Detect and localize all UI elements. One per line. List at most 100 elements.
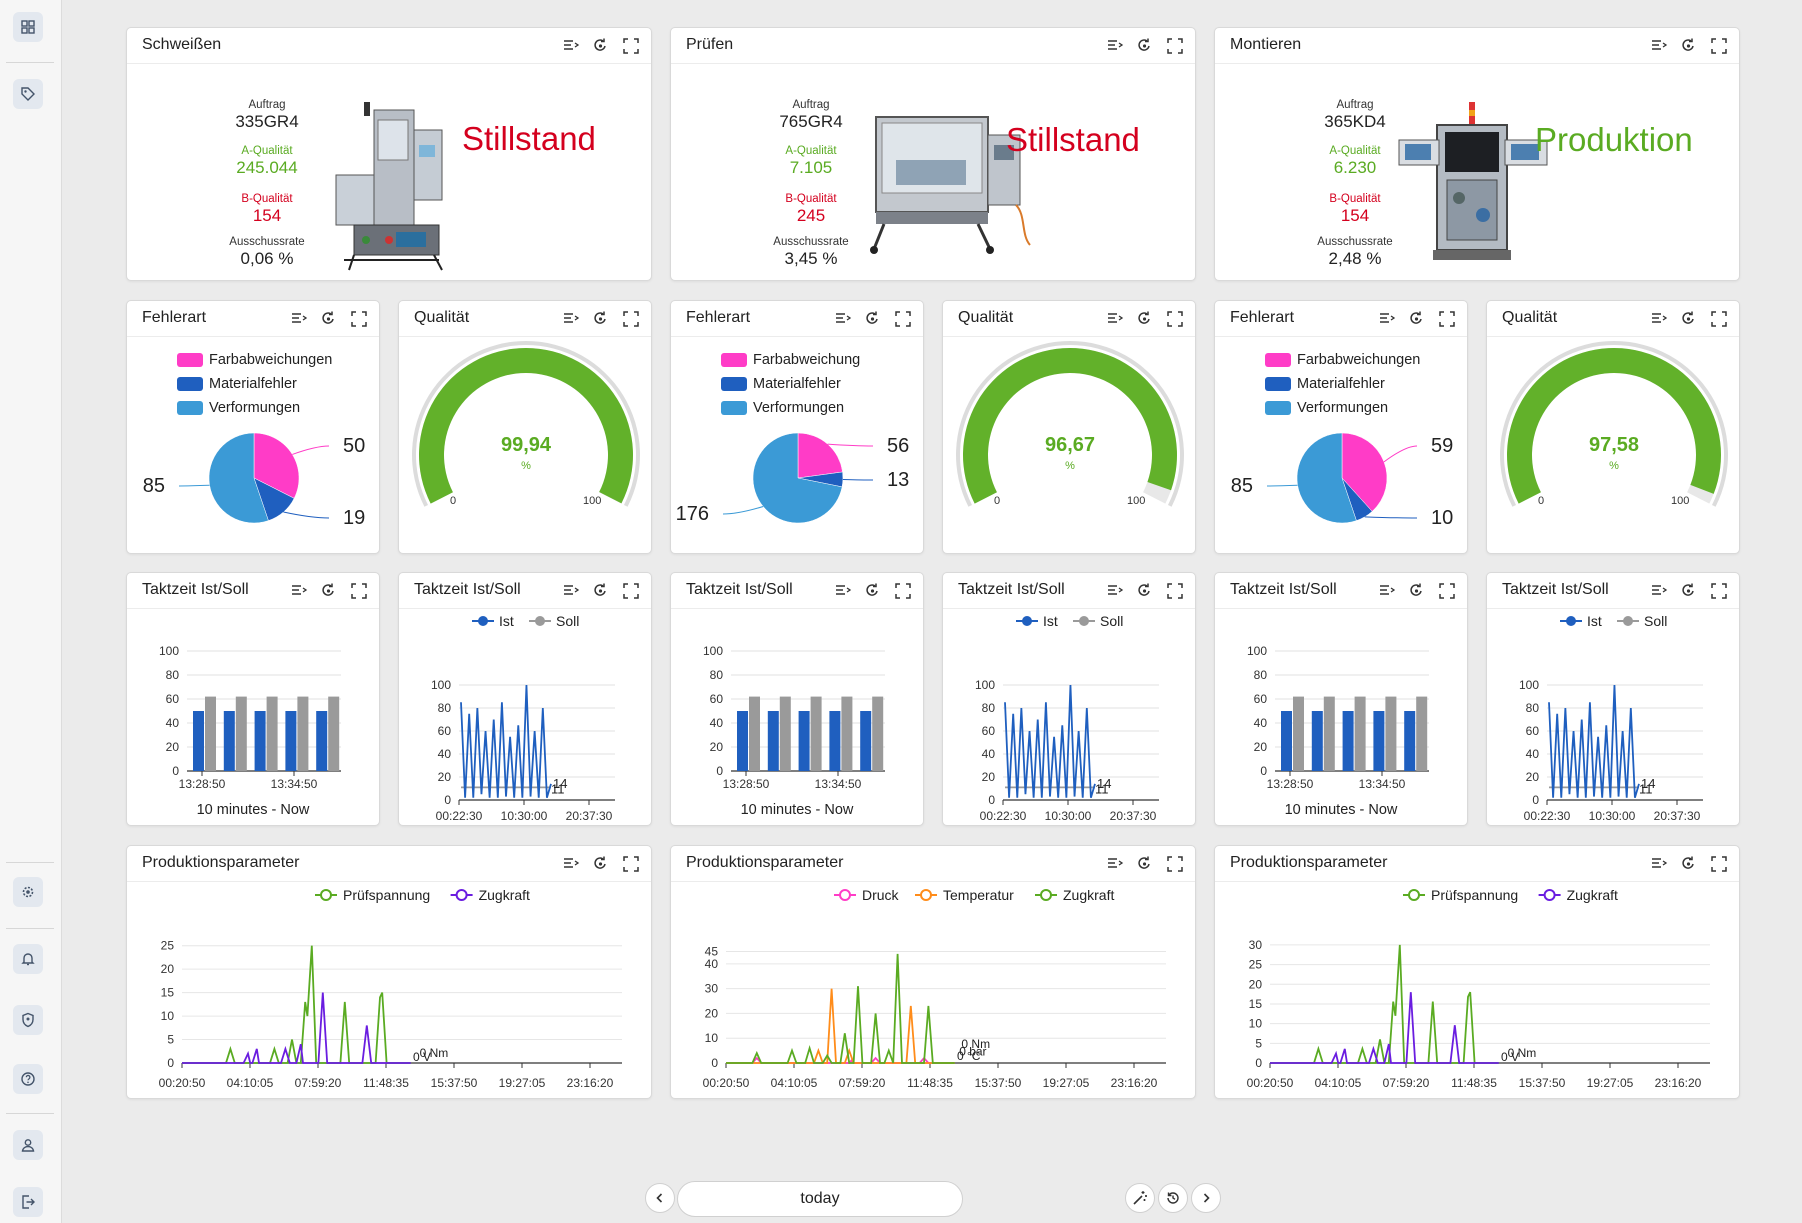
ist-bar[interactable]: [223, 711, 235, 771]
soll-bar[interactable]: [779, 696, 791, 771]
fullscreen-button[interactable]: [350, 310, 368, 328]
pie-slice[interactable]: [253, 432, 300, 499]
legend-marker[interactable]: [1079, 616, 1089, 626]
pie-slice[interactable]: [208, 432, 269, 524]
legend-marker[interactable]: [320, 889, 332, 901]
dashboard-grid-button[interactable]: [13, 12, 43, 42]
fullscreen-button[interactable]: [1166, 582, 1184, 600]
refresh-settings-button[interactable]: [864, 310, 882, 328]
legend-toggle-button[interactable]: [1650, 582, 1668, 600]
soll-bar[interactable]: [235, 696, 247, 771]
soll-bar[interactable]: [841, 696, 853, 771]
legend-marker[interactable]: [920, 889, 932, 901]
soll-bar[interactable]: [1416, 696, 1428, 771]
refresh-settings-button[interactable]: [592, 855, 610, 873]
soll-bar[interactable]: [205, 696, 216, 771]
refresh-settings-button[interactable]: [864, 582, 882, 600]
legend-marker[interactable]: [1543, 889, 1556, 901]
soll-bar[interactable]: [1354, 696, 1366, 771]
tag-button[interactable]: [13, 79, 43, 109]
soll-bar[interactable]: [266, 696, 278, 771]
ist-bar[interactable]: [254, 711, 266, 771]
legend-item[interactable]: Materialfehler: [177, 372, 332, 396]
previous-period-button[interactable]: [645, 1183, 675, 1213]
ist-bar[interactable]: [829, 711, 841, 771]
legend-item[interactable]: Farbabweichungen: [1265, 348, 1420, 372]
fullscreen-button[interactable]: [1438, 582, 1456, 600]
legend-marker[interactable]: [1022, 616, 1032, 626]
refresh-settings-button[interactable]: [1680, 855, 1698, 873]
logout-button[interactable]: [13, 1187, 43, 1217]
ist-series[interactable]: [1548, 684, 1640, 798]
user-profile-button[interactable]: [13, 1130, 43, 1160]
pie-slice[interactable]: [797, 432, 843, 479]
legend-marker[interactable]: [839, 889, 851, 901]
ist-bar[interactable]: [798, 711, 810, 771]
pie-slice[interactable]: [1296, 432, 1357, 524]
soll-bar[interactable]: [297, 696, 309, 771]
refresh-settings-button[interactable]: [320, 310, 338, 328]
date-range-selector[interactable]: today: [677, 1181, 963, 1217]
fullscreen-button[interactable]: [1710, 310, 1728, 328]
fullscreen-button[interactable]: [1166, 310, 1184, 328]
ist-bar[interactable]: [860, 711, 872, 771]
ist-bar[interactable]: [1311, 711, 1323, 771]
legend-toggle-button[interactable]: [834, 310, 852, 328]
fullscreen-button[interactable]: [350, 582, 368, 600]
ist-series[interactable]: [460, 684, 552, 798]
ist-bar[interactable]: [1342, 711, 1354, 771]
pie-slice[interactable]: [752, 432, 843, 524]
zugkraft-series[interactable]: [182, 992, 411, 1064]
legend-marker[interactable]: [1623, 616, 1633, 626]
zugkraft-series[interactable]: [1270, 992, 1499, 1064]
legend-item[interactable]: Materialfehler: [721, 372, 860, 396]
ist-bar[interactable]: [1404, 711, 1416, 771]
refresh-settings-button[interactable]: [1136, 37, 1154, 55]
legend-marker[interactable]: [1566, 616, 1576, 626]
legend-toggle-button[interactable]: [1650, 37, 1668, 55]
fullscreen-button[interactable]: [894, 582, 912, 600]
magic-auto-range-button[interactable]: [1125, 1183, 1155, 1213]
soll-bar[interactable]: [328, 696, 340, 771]
legend-item[interactable]: Verformungen: [721, 396, 860, 420]
refresh-settings-button[interactable]: [592, 37, 610, 55]
zugkraft-series[interactable]: [726, 953, 955, 1064]
refresh-settings-button[interactable]: [1680, 310, 1698, 328]
legend-toggle-button[interactable]: [562, 582, 580, 600]
temperatur-series[interactable]: [726, 988, 955, 1064]
legend-toggle-button[interactable]: [290, 582, 308, 600]
legend-toggle-button[interactable]: [1106, 37, 1124, 55]
fullscreen-button[interactable]: [622, 855, 640, 873]
legend-toggle-button[interactable]: [1378, 582, 1396, 600]
next-period-button[interactable]: [1191, 1183, 1221, 1213]
legend-marker[interactable]: [1040, 889, 1052, 901]
fullscreen-button[interactable]: [622, 310, 640, 328]
notifications-button[interactable]: [13, 944, 43, 974]
soll-bar[interactable]: [1323, 696, 1335, 771]
refresh-settings-button[interactable]: [1680, 37, 1698, 55]
legend-toggle-button[interactable]: [1650, 310, 1668, 328]
ist-series[interactable]: [1004, 684, 1096, 798]
legend-toggle-button[interactable]: [562, 855, 580, 873]
legend-toggle-button[interactable]: [834, 582, 852, 600]
legend-item[interactable]: Farbabweichung: [721, 348, 860, 372]
legend-toggle-button[interactable]: [562, 37, 580, 55]
fullscreen-button[interactable]: [1166, 37, 1184, 55]
soll-bar[interactable]: [810, 696, 822, 771]
soll-bar[interactable]: [749, 696, 760, 771]
fullscreen-button[interactable]: [1710, 582, 1728, 600]
legend-toggle-button[interactable]: [1106, 855, 1124, 873]
ist-bar[interactable]: [193, 711, 204, 771]
legend-marker[interactable]: [455, 889, 468, 901]
legend-toggle-button[interactable]: [1106, 310, 1124, 328]
refresh-settings-button[interactable]: [592, 582, 610, 600]
legend-toggle-button[interactable]: [1650, 855, 1668, 873]
fullscreen-button[interactable]: [1710, 855, 1728, 873]
legend-toggle-button[interactable]: [1378, 310, 1396, 328]
ist-bar[interactable]: [316, 711, 328, 771]
refresh-settings-button[interactable]: [592, 310, 610, 328]
legend-marker[interactable]: [1408, 889, 1420, 901]
pruefspannung-series[interactable]: [182, 945, 411, 1064]
ist-bar[interactable]: [1373, 711, 1385, 771]
legend-marker[interactable]: [535, 616, 545, 626]
